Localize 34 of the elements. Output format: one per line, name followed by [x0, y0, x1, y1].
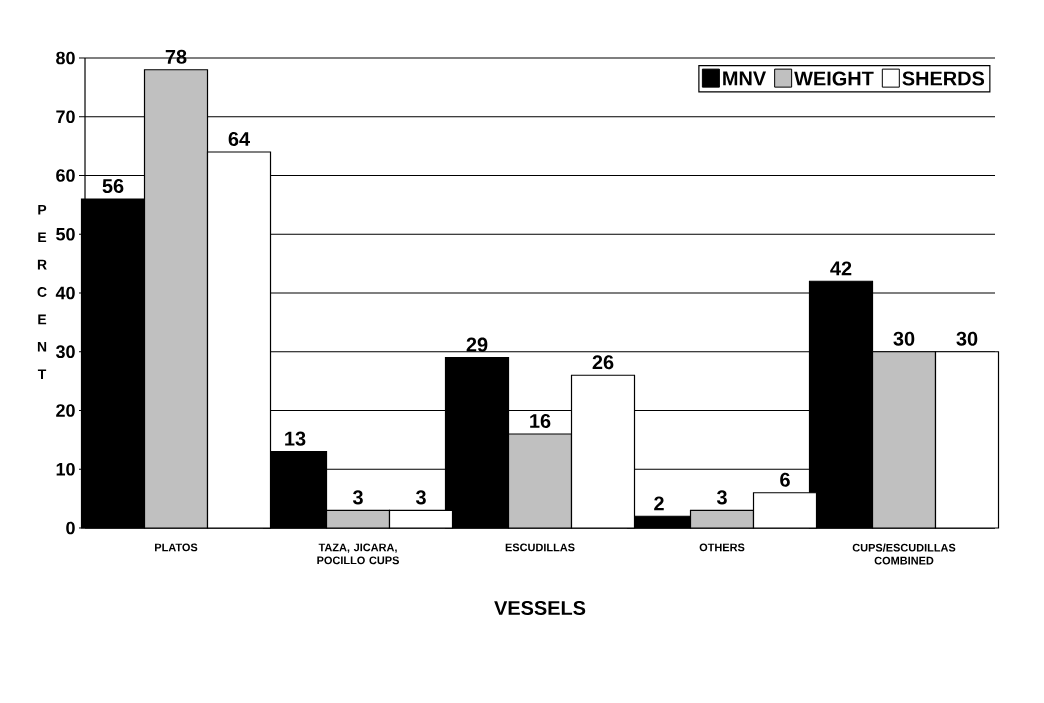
x-axis-title: VESSELS [494, 600, 586, 616]
y-tick-label: 50 [56, 227, 75, 241]
text: PERCENT [37, 205, 47, 379]
data-label: 29 [466, 337, 488, 352]
y-tick-label: 20 [56, 404, 75, 417]
data-label: 16 [530, 413, 551, 429]
y-tick-label: 10 [56, 462, 75, 476]
legend-label: WEIGHT [794, 71, 874, 86]
legend-label: MNV [723, 71, 767, 86]
x-tick-label: TAZA, JICARA, POCILLO CUPS [317, 543, 399, 565]
data-label: 30 [893, 331, 915, 346]
y-tick-label: 0 [66, 521, 75, 535]
data-label: 2 [654, 496, 664, 511]
y-tick-label: 80 [56, 51, 75, 65]
y-tick-label: 30 [55, 345, 75, 359]
data-label: 64 [228, 131, 250, 147]
x-tick-label: ESCUDILLAS [505, 543, 575, 552]
data-label: 13 [285, 431, 306, 446]
y-tick-label: 70 [56, 110, 75, 124]
data-label: 3 [415, 490, 426, 505]
legend-label: SHERDS [902, 71, 985, 86]
x-tick-label: OTHERS [699, 543, 745, 552]
x-tick-label: PLATOS [155, 543, 198, 552]
data-label: 3 [716, 490, 727, 505]
data-label: 30 [956, 331, 978, 346]
data-label: 26 [592, 355, 614, 370]
y-tick-label: 40 [55, 286, 75, 300]
data-label: 56 [102, 178, 124, 194]
data-label: 6 [780, 472, 790, 487]
x-tick-label: CUPS/ESCUDILLAS COMBINED [852, 543, 956, 565]
y-tick-label: 60 [56, 169, 75, 182]
data-label: 78 [165, 49, 187, 64]
data-label: 42 [830, 261, 852, 276]
data-label: 3 [352, 490, 363, 505]
